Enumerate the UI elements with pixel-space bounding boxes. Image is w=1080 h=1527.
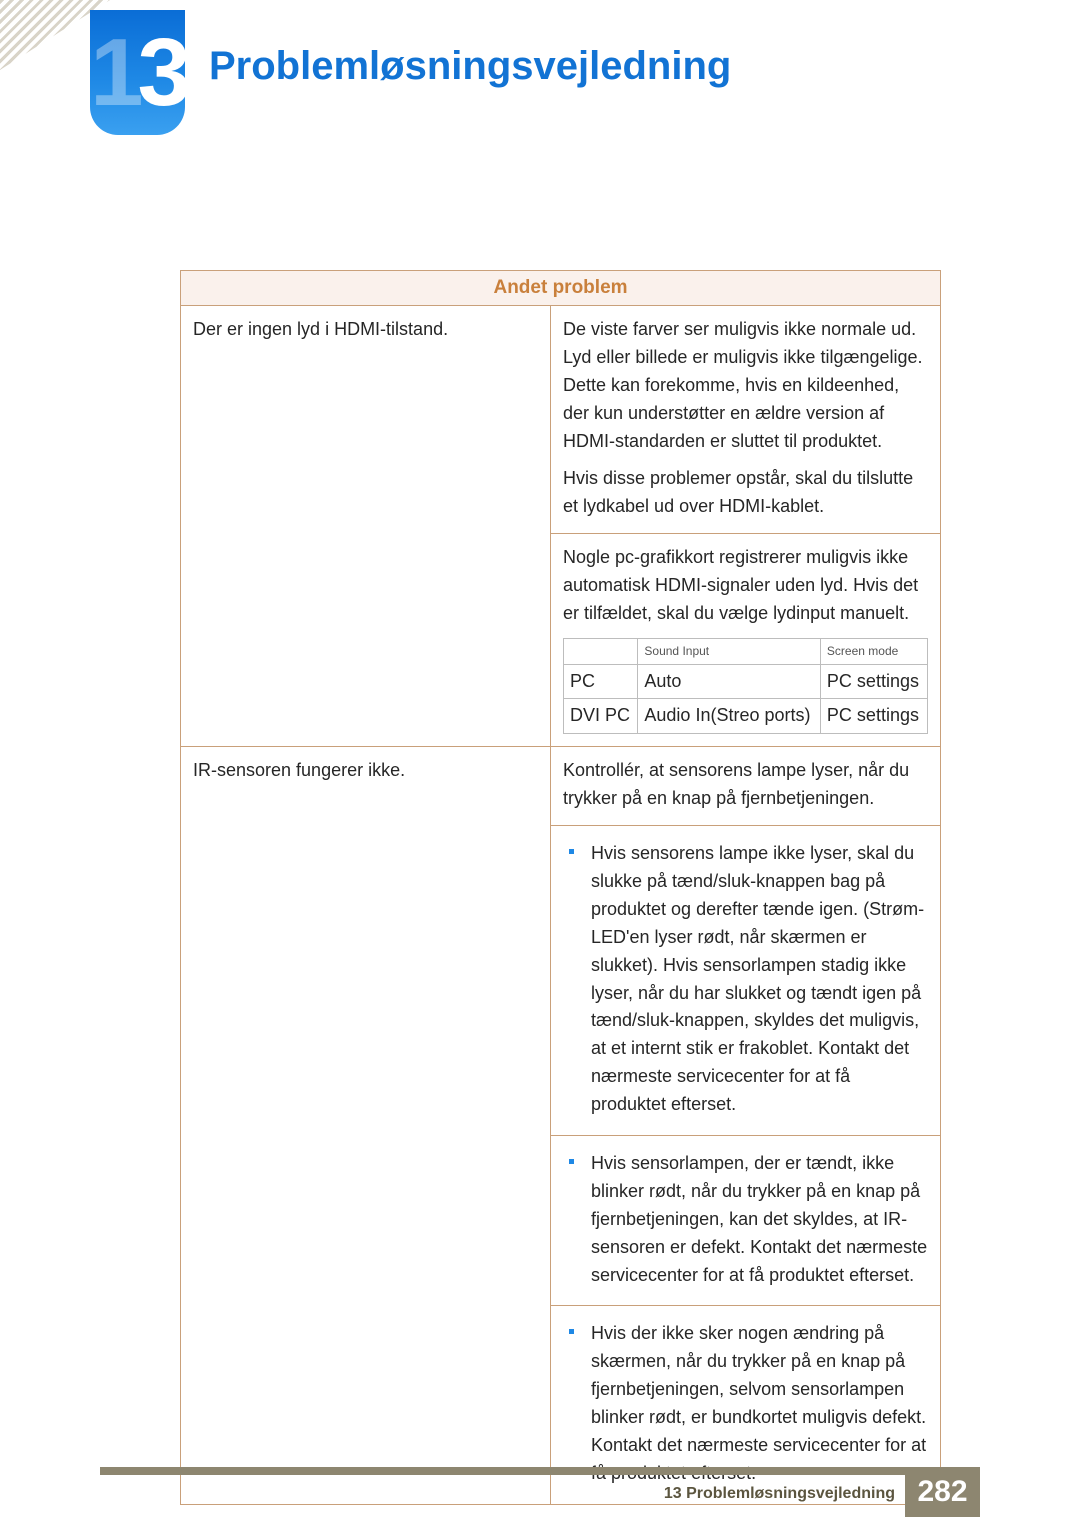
- page-title: Problemløsningsvejledning: [209, 44, 731, 89]
- bullet-item: Hvis sensorlampen, der er tændt, ikke bl…: [563, 1146, 928, 1293]
- chapter-number-lead: 1: [90, 19, 137, 126]
- bullet-item: Hvis sensorens lampe ikke lyser, skal du…: [563, 836, 928, 1123]
- inner-header-sound-input: Sound Input: [638, 638, 821, 664]
- bullet-item: Hvis der ikke sker nogen ændring på skær…: [563, 1316, 928, 1491]
- answer-text: Nogle pc-grafikkort registrerer muligvis…: [563, 544, 928, 628]
- troubleshooting-table: Andet problem Der er ingen lyd i HDMI-ti…: [180, 270, 941, 1505]
- answer-ir-check-lamp: Kontrollér, at sensorens lampe lyser, nå…: [551, 747, 941, 826]
- troubleshooting-table-wrapper: Andet problem Der er ingen lyd i HDMI-ti…: [180, 270, 940, 1505]
- answer-hdmi-cable: De viste farver ser muligvis ikke normal…: [551, 306, 941, 534]
- chapter-number-badge: 13: [90, 10, 185, 135]
- inner-cell: Audio In(Streo ports): [638, 699, 821, 734]
- chapter-number-tail: 3: [138, 19, 185, 126]
- answer-ir-bullet-2: Hvis sensorlampen, der er tændt, ikke bl…: [551, 1135, 941, 1305]
- footer-stripe: [100, 1467, 905, 1475]
- answer-text: Hvis disse problemer opstår, skal du til…: [563, 465, 928, 521]
- page-header: 13 Problemløsningsvejledning: [90, 10, 731, 135]
- answer-text: De viste farver ser muligvis ikke normal…: [563, 316, 928, 455]
- problem-ir-sensor: IR-sensoren fungerer ikke.: [181, 747, 551, 1504]
- footer-chapter-label: 13 Problemløsningsvejledning: [664, 1485, 895, 1503]
- inner-header-screen-mode: Screen mode: [820, 638, 927, 664]
- inner-cell: DVI PC: [564, 699, 638, 734]
- answer-ir-bullet-1: Hvis sensorens lampe ikke lyser, skal du…: [551, 826, 941, 1136]
- inner-cell: PC settings: [820, 664, 927, 699]
- inner-cell: Auto: [638, 664, 821, 699]
- problem-hdmi-no-sound: Der er ingen lyd i HDMI-tilstand.: [181, 306, 551, 747]
- inner-header-blank: [564, 638, 638, 664]
- section-header: Andet problem: [181, 271, 941, 306]
- inner-cell: PC settings: [820, 699, 927, 734]
- inner-cell: PC: [564, 664, 638, 699]
- page-footer: 13 Problemløsningsvejledning 282: [0, 1467, 1080, 1527]
- footer-page-number: 282: [905, 1467, 980, 1517]
- answer-hdmi-manual-input: Nogle pc-grafikkort registrerer muligvis…: [551, 534, 941, 747]
- sound-input-table: Sound Input Screen mode PC Auto PC setti…: [563, 638, 928, 734]
